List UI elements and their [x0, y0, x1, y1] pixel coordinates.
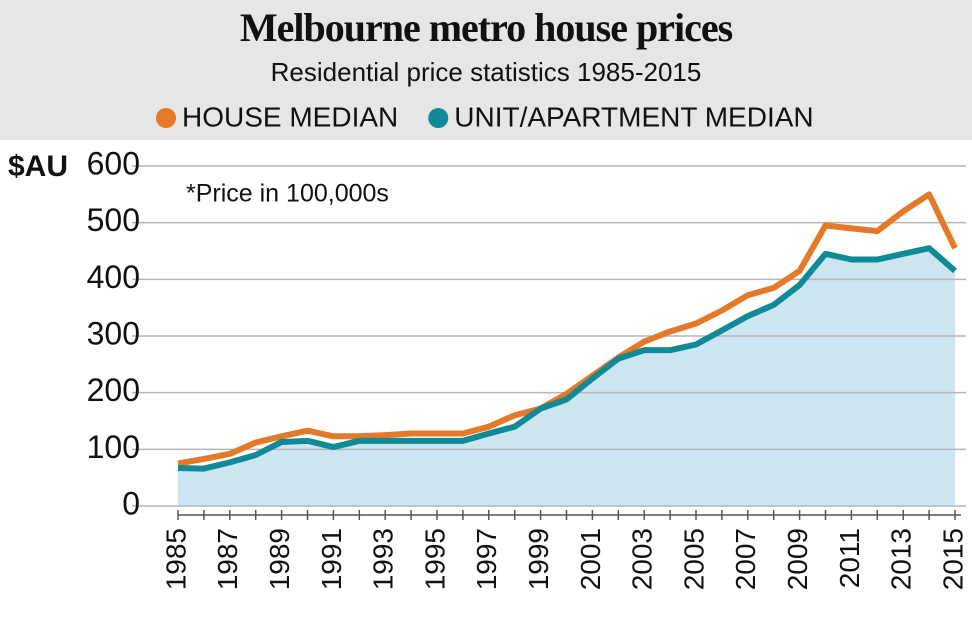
- x-tick-label: 1995: [419, 528, 450, 590]
- x-tick-label: 2011: [834, 528, 865, 588]
- x-tick-label: 2013: [886, 528, 917, 590]
- y-axis-label: $AU: [8, 150, 68, 183]
- y-tick-label: 200: [87, 372, 140, 408]
- legend-marker: [156, 108, 176, 128]
- x-tick-label: 2001: [575, 528, 606, 590]
- x-tick-label: 2007: [730, 528, 761, 590]
- chart-subtitle: Residential price statistics 1985-2015: [271, 57, 702, 87]
- line: [177, 191, 958, 467]
- legend-label: HOUSE MEDIAN: [182, 101, 398, 132]
- x-tick-label: 1985: [160, 528, 191, 590]
- legend: HOUSE MEDIAN UNIT/APARTMENT MEDIAN: [156, 101, 814, 132]
- x-tick-label: 1997: [471, 528, 502, 590]
- annotation: *Price in 100,000s: [186, 180, 389, 208]
- y-tick-label: 600: [87, 145, 140, 181]
- x-tick-label: 1993: [368, 528, 399, 590]
- area: [178, 248, 955, 506]
- y-tick-label: 500: [87, 202, 140, 238]
- x-tick-label: 2003: [627, 528, 658, 590]
- y-tick-label: 400: [87, 259, 140, 295]
- y-tick-label: 100: [87, 429, 140, 465]
- x-tick-label: 1999: [523, 528, 554, 590]
- line: [177, 245, 957, 472]
- legend-label: UNIT/APARTMENT MEDIAN: [454, 101, 813, 132]
- x-tick-label: 1987: [212, 528, 243, 590]
- legend-marker: [428, 108, 449, 128]
- chart-title: Melbourne metro house prices: [240, 5, 733, 50]
- y-tick-label: 300: [87, 315, 140, 351]
- x-tick-label: 2015: [937, 528, 968, 590]
- x-tick-label: 2009: [782, 528, 813, 590]
- x-tick-label: 1991: [316, 528, 347, 590]
- y-tick-label: 0: [122, 485, 140, 521]
- x-tick-label: 1989: [264, 528, 295, 590]
- x-tick-label: 2005: [678, 528, 709, 590]
